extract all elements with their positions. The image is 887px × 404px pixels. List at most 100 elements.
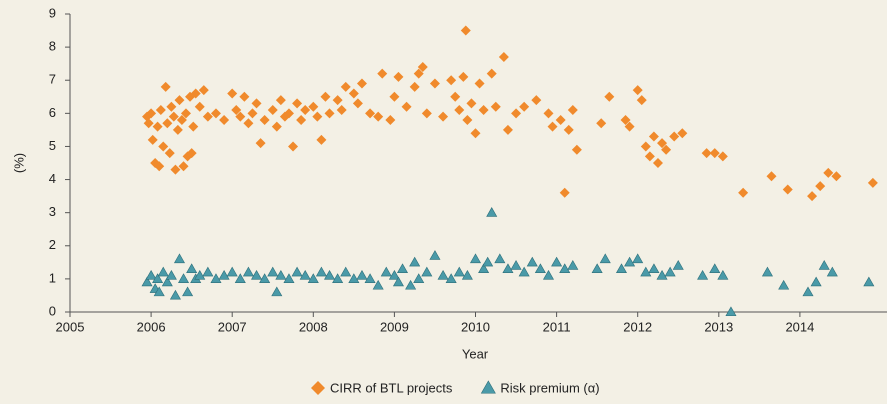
point — [534, 263, 546, 274]
point — [863, 276, 875, 287]
point — [657, 138, 668, 149]
point — [518, 266, 530, 277]
point — [656, 269, 668, 280]
point — [154, 161, 165, 172]
point — [438, 111, 449, 122]
point — [709, 263, 721, 274]
point — [437, 269, 449, 280]
point — [502, 124, 513, 135]
point — [640, 266, 652, 277]
x-tick-label: 2011 — [543, 319, 571, 334]
point — [761, 266, 773, 277]
point — [502, 263, 514, 274]
point — [701, 148, 712, 159]
y-axis-label: (%) — [11, 153, 26, 173]
point — [283, 273, 295, 283]
y-tick-label: 2 — [49, 237, 56, 252]
point — [478, 263, 490, 274]
point — [640, 141, 651, 152]
point — [292, 98, 303, 109]
point — [235, 111, 246, 122]
point — [401, 101, 412, 112]
point — [421, 266, 433, 277]
y-tick-label: 3 — [49, 204, 56, 219]
point — [231, 105, 242, 116]
y-tick-label: 1 — [49, 270, 56, 285]
point — [826, 266, 838, 277]
point — [160, 81, 171, 92]
point — [810, 276, 822, 287]
point — [275, 95, 286, 106]
point — [152, 273, 164, 283]
point — [271, 286, 283, 297]
y-tick-label: 9 — [49, 5, 56, 20]
point — [486, 207, 498, 217]
point — [300, 105, 311, 116]
point — [210, 273, 222, 283]
legend-label: Risk premium (α) — [500, 380, 599, 395]
point — [210, 108, 221, 119]
point — [417, 61, 428, 72]
point — [661, 144, 672, 155]
point — [157, 266, 169, 277]
x-tick-label: 2008 — [299, 319, 328, 334]
point — [194, 101, 205, 112]
point — [373, 111, 384, 122]
x-tick-label: 2013 — [704, 319, 733, 334]
point — [385, 114, 396, 125]
point — [372, 279, 384, 290]
point — [336, 105, 347, 116]
x-tick-label: 2006 — [137, 319, 166, 334]
point — [632, 253, 644, 264]
point — [259, 273, 271, 283]
point — [409, 81, 420, 92]
point — [352, 98, 363, 109]
point — [348, 273, 360, 283]
point — [377, 68, 388, 79]
point — [717, 269, 729, 280]
point — [393, 71, 404, 82]
point — [259, 114, 270, 125]
point — [275, 269, 287, 280]
point — [867, 177, 878, 188]
point — [364, 273, 376, 283]
point — [143, 118, 154, 129]
point — [624, 256, 636, 267]
point — [242, 266, 254, 277]
point — [551, 256, 563, 267]
point — [567, 260, 579, 270]
y-tick-label: 4 — [49, 171, 56, 186]
point — [392, 276, 404, 287]
legend-label: CIRR of BTL projects — [330, 380, 453, 395]
point — [462, 114, 473, 125]
point — [567, 105, 578, 116]
point — [283, 108, 294, 119]
point — [571, 144, 582, 155]
point — [324, 108, 335, 119]
point — [494, 253, 506, 264]
point — [469, 253, 482, 264]
point — [474, 78, 485, 89]
point — [388, 269, 400, 280]
point — [697, 269, 709, 280]
point — [316, 134, 327, 145]
point — [340, 266, 352, 277]
point — [178, 273, 190, 283]
point — [519, 101, 530, 112]
x-tick-label: 2010 — [461, 319, 490, 334]
y-tick-label: 0 — [49, 303, 56, 318]
point — [174, 95, 185, 106]
point — [466, 98, 477, 109]
point — [251, 98, 262, 109]
point — [315, 266, 327, 277]
point — [460, 25, 471, 36]
point — [169, 289, 181, 300]
point — [255, 138, 266, 149]
point — [543, 108, 554, 119]
point — [312, 111, 323, 122]
point — [510, 260, 522, 270]
point — [620, 114, 631, 125]
point — [409, 256, 421, 267]
point — [636, 95, 647, 106]
point — [450, 91, 461, 102]
